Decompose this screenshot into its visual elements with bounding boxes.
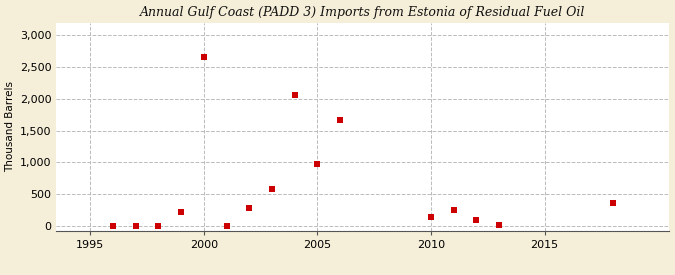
Point xyxy=(244,205,254,210)
Point xyxy=(107,224,118,228)
Point xyxy=(425,215,436,219)
Point xyxy=(608,201,618,205)
Point xyxy=(471,218,482,222)
Point xyxy=(130,223,141,228)
Point xyxy=(312,162,323,167)
Point xyxy=(493,222,504,227)
Point xyxy=(335,118,346,123)
Point xyxy=(153,223,164,228)
Point xyxy=(448,208,459,212)
Point xyxy=(176,210,186,214)
Y-axis label: Thousand Barrels: Thousand Barrels xyxy=(5,81,16,172)
Point xyxy=(267,187,277,192)
Point xyxy=(221,224,232,228)
Point xyxy=(198,55,209,60)
Title: Annual Gulf Coast (PADD 3) Imports from Estonia of Residual Fuel Oil: Annual Gulf Coast (PADD 3) Imports from … xyxy=(140,6,585,18)
Point xyxy=(290,93,300,97)
